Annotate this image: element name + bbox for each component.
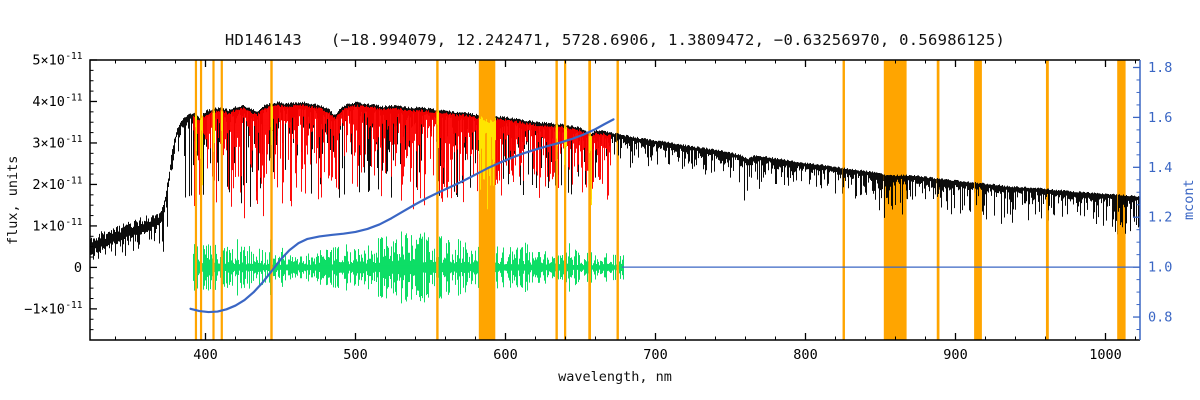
x-axis-label: wavelength, nm <box>558 369 672 385</box>
y-axis-right-label: mcont <box>1181 179 1197 221</box>
plot-title: HD146143 (−18.994079, 12.242471, 5728.69… <box>224 31 1006 49</box>
y-axis-left-label: flux, units <box>5 155 21 245</box>
